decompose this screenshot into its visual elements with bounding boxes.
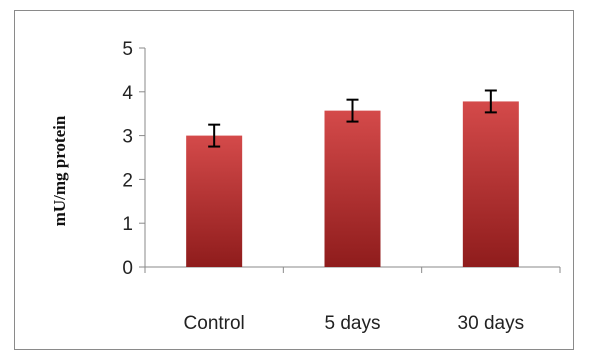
chart-frame: mU/mg protein 0 1 2 3 4 5 Control 5 days 30 days: [14, 10, 574, 350]
y-tick-label: 3: [122, 127, 133, 148]
x-tick-label: 5 days: [325, 313, 381, 334]
y-tick-label: 5: [122, 39, 133, 60]
y-tick-label: 4: [122, 83, 133, 104]
y-tick-label: 1: [122, 214, 133, 235]
bar-1: [186, 135, 243, 267]
plot-area: 0 1 2 3 4 5 Control 5 days 30 days: [122, 39, 561, 334]
y-tick-label: 2: [122, 170, 133, 191]
x-tick-label: Control: [184, 313, 245, 334]
bar-3: [462, 101, 519, 267]
bar-chart: mU/mg protein 0 1 2 3 4 5 Control 5 days 30 days: [50, 39, 561, 334]
y-axis-label: mU/mg protein: [50, 115, 69, 226]
y-tick-label: 0: [122, 258, 133, 279]
bar-2: [324, 110, 381, 267]
x-tick-label: 30 days: [458, 313, 525, 334]
